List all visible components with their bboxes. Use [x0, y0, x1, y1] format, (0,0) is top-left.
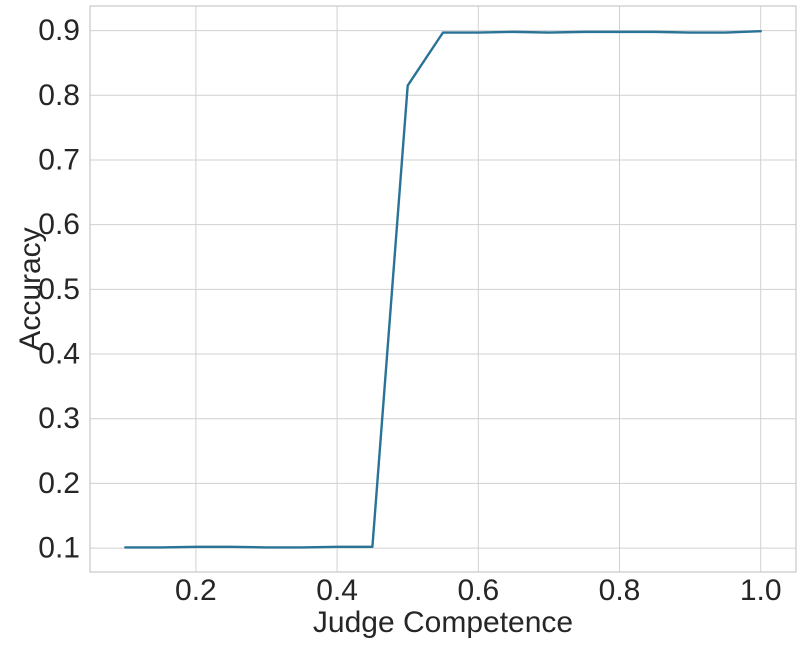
series-line: [124, 30, 762, 549]
plot-frame: [89, 5, 797, 573]
x-tick-label: 1.0: [740, 574, 782, 607]
y-axis-label: Accuracy: [14, 227, 47, 350]
y-tick-labels: 0.1 0.2 0.3 0.4 0.5 0.6 0.7 0.8 0.9: [38, 14, 80, 564]
series-layer: [124, 30, 762, 549]
x-tick-label: 0.2: [175, 574, 217, 607]
y-tick-label: 0.2: [38, 467, 80, 500]
y-tick-label: 0.8: [38, 79, 80, 112]
y-tick-label: 0.6: [38, 208, 80, 241]
y-tick-label: 0.9: [38, 14, 80, 47]
plot-border: [89, 5, 797, 573]
x-tick-labels: 0.2 0.4 0.6 0.8 1.0: [175, 574, 782, 607]
y-tick-label: 0.7: [38, 143, 80, 176]
y-tick-label: 0.3: [38, 402, 80, 435]
y-tick-label: 0.4: [38, 338, 80, 371]
x-axis-label: Judge Competence: [313, 606, 573, 639]
x-tick-label: 0.8: [599, 574, 641, 607]
y-tick-label: 0.5: [38, 273, 80, 306]
grid-lines: [90, 6, 796, 572]
x-tick-label: 0.6: [457, 574, 499, 607]
x-tick-label: 0.4: [316, 574, 358, 607]
y-tick-label: 0.1: [38, 532, 80, 565]
